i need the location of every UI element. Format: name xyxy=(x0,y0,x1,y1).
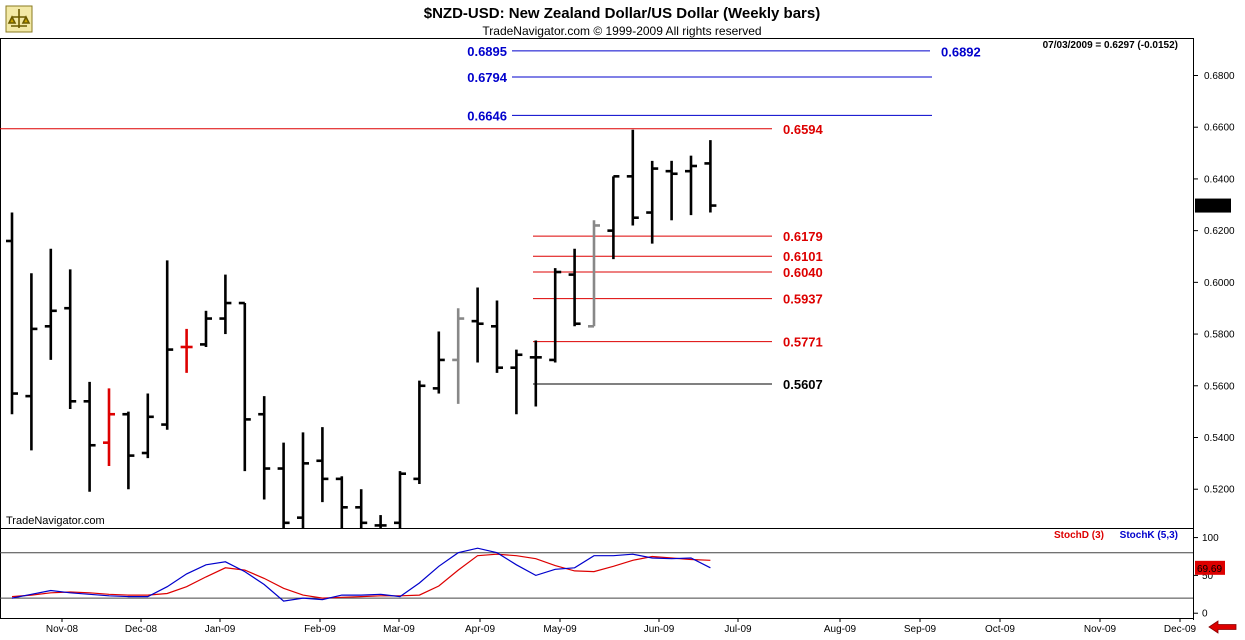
ohlc-bar xyxy=(83,381,96,492)
ohlc-bar xyxy=(432,331,445,394)
date-tick-label: Nov-09 xyxy=(1084,624,1117,635)
date-tick-label: Oct-09 xyxy=(985,624,1015,635)
ohlc-bar xyxy=(44,248,57,360)
last-price-marker: 0.6297 xyxy=(1195,198,1231,213)
ohlc-bar xyxy=(103,388,115,466)
date-tick-label: Aug-09 xyxy=(824,624,857,635)
price-tick-label: 0.6400 xyxy=(1204,174,1235,185)
price-tick-label: 0.6800 xyxy=(1204,71,1235,82)
date-tick-label: Jan-09 xyxy=(205,624,236,635)
stochastic-axis: 0 50 100 xyxy=(1193,533,1219,620)
date-tick-label: Jun-09 xyxy=(644,624,675,635)
ohlc-bar xyxy=(122,411,135,490)
ohlc-bars xyxy=(6,129,717,528)
level-label: 0.5607 xyxy=(783,377,823,392)
stochastic-line xyxy=(11,553,711,599)
ohlc-bar xyxy=(510,349,523,415)
credit-watermark: TradeNavigator.com xyxy=(6,515,105,527)
price-tick-label: 0.5200 xyxy=(1204,485,1235,496)
stochastic-value-box xyxy=(1195,560,1225,575)
level-label: 0.6101 xyxy=(783,249,823,264)
ohlc-bar xyxy=(355,489,368,528)
ohlc-bar xyxy=(394,471,406,528)
stochastic-series: 69.69 xyxy=(11,547,1225,602)
ohlc-bar xyxy=(238,301,251,472)
date-tick-label: Apr-09 xyxy=(465,624,495,635)
ohlc-bar xyxy=(607,175,620,260)
stochastic-line xyxy=(11,547,711,602)
ohlc-bar xyxy=(180,328,193,373)
level-label: 0.6594 xyxy=(783,122,824,137)
stochastic-tick-label: 0 xyxy=(1202,609,1208,620)
trade-navigator-logo-icon xyxy=(5,5,33,33)
ohlc-bar xyxy=(529,340,542,407)
ohlc-bar xyxy=(685,155,697,216)
left-arrow-icon[interactable] xyxy=(1208,620,1237,634)
fibonacci-levels: 0.6895 0.6892 0.6794 0.6646 0.6594 0.6179 0.61… xyxy=(0,44,981,392)
level-label: 0.5771 xyxy=(783,335,823,350)
date-tick-label: Feb-09 xyxy=(304,624,336,635)
stochastic-legend: StochD (3) StochK (5,3) xyxy=(1054,530,1178,541)
ohlc-bar xyxy=(6,212,18,415)
date-tick-label: Dec-09 xyxy=(1164,624,1197,635)
ohlc-bar xyxy=(374,515,387,528)
chart-subtitle: TradeNavigator.com © 1999-2009 All right… xyxy=(482,24,761,38)
last-price-label: 0.6297 xyxy=(1197,202,1228,213)
level-label: 0.6895 xyxy=(467,44,507,59)
stochastic-value-label: 69.69 xyxy=(1197,564,1222,575)
price-tick-label: 0.6000 xyxy=(1204,278,1235,289)
level-label: 0.6892 xyxy=(941,45,981,60)
ohlc-bar xyxy=(588,220,600,328)
date-axis: Nov-08 Dec-08 Jan-09 Feb-09 Mar-09 Apr-09 May-… xyxy=(46,618,1197,635)
ohlc-bar xyxy=(161,260,174,430)
last-quote-readout: 07/03/2009 = 0.6297 (-0.0152) xyxy=(1043,40,1178,51)
ohlc-bar xyxy=(335,476,348,528)
ohlc-bar xyxy=(64,269,77,410)
legend-stochd: StochD (3) xyxy=(1054,530,1104,541)
price-tick-label: 0.6600 xyxy=(1204,123,1235,134)
ohlc-bar xyxy=(141,393,154,459)
ohlc-bar xyxy=(219,274,232,335)
level-label: 0.6040 xyxy=(783,265,823,280)
stochastic-tick-label: 100 xyxy=(1202,533,1219,544)
ohlc-bar xyxy=(549,268,562,363)
stochastic-reference-lines xyxy=(0,552,1193,599)
date-tick-label: May-09 xyxy=(543,624,577,635)
last-price-box xyxy=(1195,198,1231,213)
level-label: 0.6179 xyxy=(783,229,823,244)
ohlc-bar xyxy=(452,308,465,404)
level-label: 0.6794 xyxy=(467,70,508,85)
chart-title: $NZD-USD: New Zealand Dollar/US Dollar (… xyxy=(424,5,820,22)
ohlc-bar xyxy=(704,140,717,213)
level-label: 0.6646 xyxy=(467,108,507,123)
price-tick-label: 0.5800 xyxy=(1204,330,1235,341)
ohlc-bar xyxy=(646,160,659,244)
date-tick-label: Sep-09 xyxy=(904,624,937,635)
legend-stochk: StochK (5,3) xyxy=(1120,530,1178,541)
ohlc-bar xyxy=(568,248,581,327)
ohlc-bar xyxy=(665,160,678,221)
price-axis: 0.5200 0.5400 0.5600 0.5800 0.6000 0.6200 0.64… xyxy=(1193,71,1235,496)
level-label: 0.5937 xyxy=(783,292,823,307)
date-tick-label: Nov-08 xyxy=(46,624,79,635)
date-tick-label: Mar-09 xyxy=(383,624,415,635)
stochastic-tick-label: 50 xyxy=(1202,571,1214,582)
ohlc-bar xyxy=(258,396,271,500)
ohlc-bar xyxy=(316,427,329,503)
ohlc-bar xyxy=(25,273,38,451)
price-tick-label: 0.5600 xyxy=(1204,381,1235,392)
price-tick-label: 0.5400 xyxy=(1204,433,1235,444)
ohlc-bar xyxy=(491,300,503,373)
ohlc-bar xyxy=(297,432,309,528)
ohlc-bar xyxy=(277,442,290,528)
ohlc-bar xyxy=(626,129,639,226)
date-tick-label: Dec-08 xyxy=(125,624,158,635)
ohlc-bar xyxy=(200,310,212,347)
ohlc-bar xyxy=(413,380,426,485)
price-tick-label: 0.6200 xyxy=(1204,226,1235,237)
date-tick-label: Jul-09 xyxy=(724,624,752,635)
ohlc-bar xyxy=(471,287,484,363)
